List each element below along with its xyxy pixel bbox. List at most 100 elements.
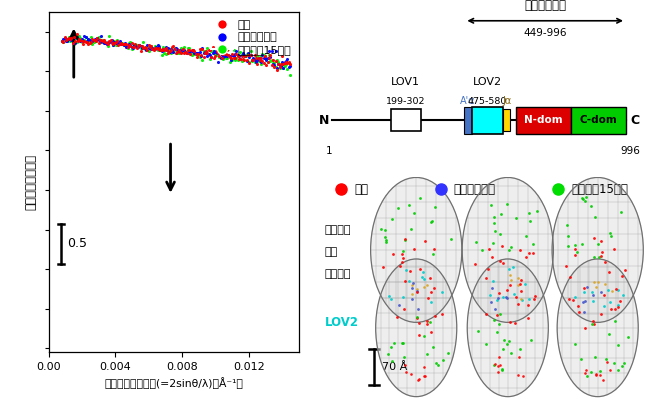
Point [251,55,261,61]
Point [247,57,257,63]
Point [276,61,286,68]
Point [603,287,613,294]
Point [222,55,232,61]
Point [486,299,496,305]
Text: 70 Å: 70 Å [382,362,408,372]
Point [131,44,142,50]
Point [179,47,189,53]
Point [72,31,82,37]
Point [411,314,422,320]
Point [193,51,203,57]
Point [62,36,73,42]
Point [376,226,387,232]
Point [562,263,572,269]
Point [387,216,398,222]
Point [196,53,206,59]
Point [64,36,74,42]
Point [218,53,228,60]
Point [426,289,437,295]
Point [120,41,130,47]
Point [608,359,619,366]
Point [107,38,117,45]
Point [170,46,180,53]
Point [281,58,291,64]
Point [488,214,499,220]
Point [430,360,441,367]
Point [590,213,600,220]
Point [513,275,523,281]
Point [223,45,233,52]
Point [409,246,419,252]
Point [601,356,611,362]
Point [413,377,424,383]
Point [581,193,592,200]
Point [227,52,237,58]
Point [57,37,68,44]
Point [140,47,151,53]
Point [421,318,432,324]
Point [568,297,578,303]
Point [101,40,112,46]
Point [172,46,183,52]
Point [177,47,188,54]
Point [95,36,105,43]
Point [401,267,411,273]
Point [587,289,597,295]
Point [134,42,144,48]
Point [396,340,407,346]
Point [532,208,543,214]
Text: 199-302: 199-302 [386,97,426,106]
Point [183,49,193,55]
Point [200,49,210,56]
Point [283,64,294,70]
Point [166,50,176,56]
Point [83,36,94,42]
Point [149,47,159,53]
Point [588,318,599,324]
Point [226,56,236,62]
Point [282,66,293,72]
Point [227,51,237,57]
Point [84,37,95,43]
Point [184,47,194,54]
Point [398,248,408,254]
Point [415,195,425,201]
Point [129,41,139,48]
Point [406,291,417,297]
Point [91,37,101,44]
Point [383,351,393,357]
Point [523,315,534,322]
Point [126,40,136,47]
Point [105,38,116,44]
Point [223,52,233,58]
Point [151,45,162,51]
Point [162,47,172,53]
Point [619,360,629,366]
Point [599,292,609,298]
Point [213,50,223,57]
Point [109,39,120,46]
Point [159,47,170,53]
Point [273,60,283,67]
Text: N: N [318,114,329,127]
Point [201,50,211,56]
Point [250,59,260,65]
Point [179,50,189,56]
Point [66,34,77,41]
Point [202,45,213,51]
Point [103,43,113,50]
Point [159,47,170,53]
Point [437,289,447,295]
Point [61,37,72,43]
Point [612,304,623,310]
Point [237,52,247,59]
Point [81,34,91,40]
Point [282,60,293,66]
Point [265,58,276,64]
Point [99,37,109,43]
Point [404,202,415,208]
Point [183,45,193,51]
Point [494,290,504,297]
Point [500,294,511,300]
Point [257,52,268,58]
